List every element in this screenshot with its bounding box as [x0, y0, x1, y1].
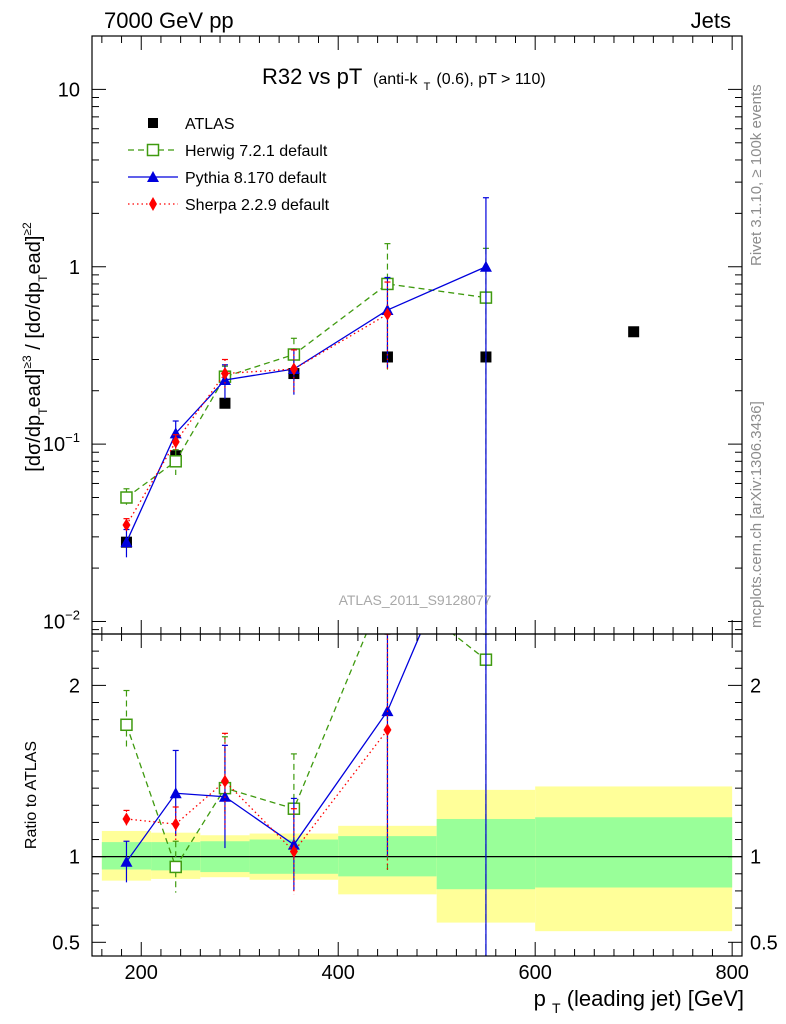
- y-tick-label: 10−2: [43, 607, 80, 633]
- ratio-y-tick-label-left: 1: [69, 847, 80, 869]
- legend: ATLAS Herwig 7.2.1 default Pythia 8.170 …: [128, 116, 330, 214]
- ratio-sherpa-point: [289, 845, 298, 859]
- main-pythia-point: [169, 427, 182, 439]
- chart-title: R32 vs pT (anti-k T (0.6), pT > 110): [262, 64, 546, 95]
- ratio-herwig-point: [169, 860, 182, 874]
- x-tick-label: 800: [715, 962, 748, 984]
- legend-pythia-label: Pythia 8.170 default: [185, 170, 327, 187]
- main-pythia: [120, 197, 492, 634]
- legend-herwig-marker: [146, 143, 160, 157]
- ratio-y-tick-label-left: 2: [69, 675, 80, 697]
- main-atlas: [120, 326, 640, 548]
- ratio-plot-area: [92, 577, 742, 956]
- x-axis-label-index: T: [552, 1000, 561, 1016]
- ratio-series: [120, 577, 493, 956]
- x-tick-label: 200: [125, 962, 158, 984]
- ratio-sherpa-point: [383, 723, 392, 737]
- y-tick-label-base: 10: [43, 434, 65, 456]
- main-plot-area: [120, 197, 640, 634]
- main-pythia-point: [120, 536, 133, 548]
- legend-sherpa-marker: [149, 197, 157, 211]
- main-sherpa-point: [383, 307, 392, 321]
- main-pythia-point: [479, 260, 492, 272]
- ratio-herwig-line: [125, 634, 487, 869]
- ratio-pythia-point: [287, 838, 300, 850]
- y-tick-label-exp: −1: [65, 430, 80, 445]
- x-axis-label-tail: (leading jet) [GeV]: [567, 986, 744, 1011]
- main-herwig-line: [126, 283, 487, 499]
- y-tick-label: 1: [69, 257, 80, 279]
- ratio-sherpa-point: [122, 812, 131, 826]
- x-axis-label: p T (leading jet) [GeV]: [534, 986, 744, 1018]
- rivet-version-label: Rivet 3.1.10, ≥ 100k events: [748, 84, 765, 266]
- ratio-herwig-point: [382, 577, 393, 588]
- legend-herwig-label: Herwig 7.2.1 default: [185, 143, 328, 160]
- ratio-y-tick-label-right: 0.5: [750, 932, 778, 954]
- chart-title-main: R32 vs pT: [262, 64, 362, 89]
- chart-title-sub-tail: (0.6), pT > 110): [436, 71, 545, 88]
- header-left: 7000 GeV pp: [104, 8, 234, 33]
- ratio-y-axis-label: Ratio to ATLAS: [23, 741, 40, 849]
- ratio-y-tick-label-right: 2: [750, 675, 761, 697]
- legend-atlas: ATLAS: [148, 116, 235, 133]
- legend-atlas-marker: [148, 118, 158, 128]
- analysis-label: ATLAS_2011_S9128077: [339, 592, 492, 608]
- ratio-pythia-line: [125, 634, 421, 863]
- legend-pythia: Pythia 8.170 default: [128, 170, 327, 187]
- x-tick-label: 600: [518, 962, 551, 984]
- ratio-y-tick-label-right: 1: [750, 847, 761, 869]
- legend-herwig: Herwig 7.2.1 default: [128, 143, 328, 160]
- main-sherpa-point: [289, 362, 298, 376]
- legend-atlas-label: ATLAS: [185, 116, 235, 133]
- main-sherpa-point: [171, 435, 180, 449]
- main-sherpa-line: [125, 313, 388, 526]
- x-axis-label-main: p: [534, 986, 546, 1011]
- ratio-pythia-point: [218, 790, 231, 802]
- main-pythia-line: [125, 266, 487, 543]
- ratio-bands: [101, 786, 733, 932]
- ratio-herwig-point: [120, 718, 133, 732]
- y-tick-label-base: 10: [43, 611, 65, 633]
- ratio-pythia-point: [120, 855, 133, 867]
- y-tick-label: 10: [58, 79, 80, 101]
- legend-sherpa: Sherpa 2.2.9 default: [128, 197, 330, 214]
- legend-pythia-marker: [147, 171, 159, 182]
- ratio-sherpa: [122, 634, 392, 895]
- ratio-sherpa-point: [171, 817, 180, 831]
- main-sherpa-point: [220, 367, 229, 381]
- header-right: Jets: [691, 8, 731, 33]
- chart-title-sub-index: T: [424, 81, 431, 93]
- ratio-sherpa-point: [220, 774, 229, 788]
- y-tick-label-exp: −2: [65, 607, 80, 622]
- band-inner-6: [535, 817, 733, 888]
- x-tick-label: 400: [322, 962, 355, 984]
- main-sherpa: [122, 281, 392, 532]
- main-sherpa-point: [122, 518, 131, 532]
- main-herwig-point: [169, 455, 182, 468]
- y-tick-label: 10−1: [43, 430, 80, 456]
- main-series: [120, 197, 640, 634]
- ratio-y-tick-label-left: 0.5: [52, 932, 80, 954]
- main-herwig-point: [120, 491, 133, 504]
- atlas-point: [628, 326, 640, 338]
- ratio-pythia-point: [169, 787, 182, 799]
- chart-title-sub: (anti-k: [373, 71, 418, 88]
- atlas-point: [219, 397, 231, 409]
- mcplots-label: mcplots.cern.ch [arXiv:1306.3436]: [748, 401, 765, 628]
- legend-sherpa-label: Sherpa 2.2.9 default: [185, 197, 330, 214]
